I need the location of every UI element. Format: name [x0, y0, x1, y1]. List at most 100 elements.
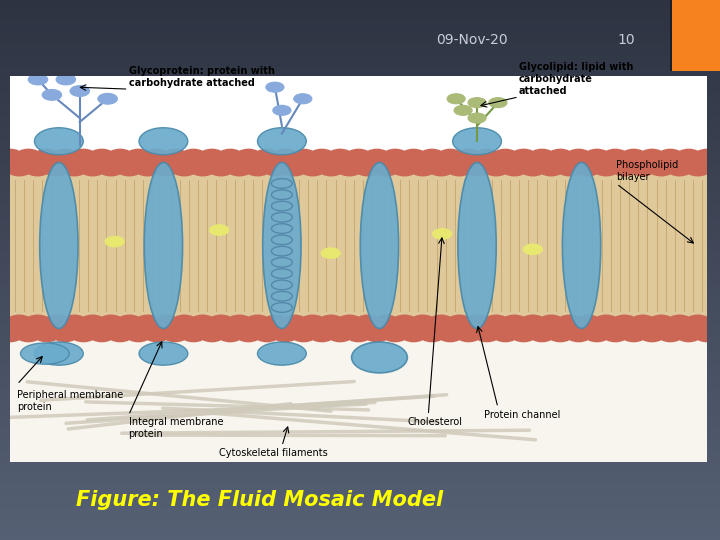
Circle shape [374, 162, 399, 176]
Circle shape [474, 150, 500, 163]
Circle shape [16, 150, 41, 163]
Circle shape [22, 153, 40, 163]
Circle shape [153, 315, 179, 329]
Circle shape [355, 162, 380, 176]
Text: 09-Nov-20: 09-Nov-20 [436, 33, 508, 48]
Circle shape [392, 162, 417, 176]
Circle shape [585, 150, 610, 163]
Circle shape [337, 162, 362, 176]
Circle shape [163, 150, 188, 163]
Circle shape [438, 150, 463, 163]
Circle shape [16, 328, 41, 342]
Ellipse shape [351, 342, 408, 373]
Circle shape [410, 162, 436, 176]
Circle shape [114, 153, 131, 163]
Circle shape [695, 150, 719, 163]
Circle shape [245, 162, 270, 176]
Circle shape [511, 328, 536, 342]
Circle shape [548, 328, 573, 342]
Circle shape [264, 162, 289, 176]
Circle shape [585, 328, 610, 342]
Ellipse shape [139, 128, 188, 155]
Circle shape [227, 315, 252, 329]
Circle shape [153, 162, 179, 176]
Circle shape [529, 328, 554, 342]
Circle shape [227, 162, 252, 176]
Circle shape [223, 153, 241, 163]
Circle shape [374, 315, 399, 329]
Circle shape [0, 328, 22, 342]
Circle shape [35, 150, 59, 163]
Circle shape [523, 244, 543, 255]
Circle shape [685, 315, 711, 329]
Circle shape [126, 150, 151, 163]
Circle shape [168, 153, 186, 163]
Circle shape [199, 150, 225, 163]
Circle shape [630, 162, 655, 176]
Ellipse shape [458, 163, 496, 328]
Circle shape [236, 328, 261, 342]
Circle shape [502, 162, 527, 176]
Circle shape [58, 153, 76, 163]
Circle shape [245, 315, 270, 329]
Circle shape [593, 315, 618, 329]
Circle shape [56, 74, 76, 85]
Circle shape [566, 328, 591, 342]
Text: Peripheral membrane
protein: Peripheral membrane protein [17, 390, 123, 412]
Circle shape [346, 328, 371, 342]
Circle shape [40, 153, 58, 163]
Ellipse shape [35, 342, 84, 365]
Circle shape [701, 153, 718, 163]
Circle shape [6, 315, 32, 329]
Circle shape [328, 150, 353, 163]
Circle shape [703, 315, 720, 329]
Circle shape [444, 153, 461, 163]
Circle shape [35, 328, 59, 342]
Circle shape [163, 328, 188, 342]
Circle shape [62, 315, 87, 329]
Circle shape [535, 153, 553, 163]
Circle shape [364, 150, 390, 163]
Text: Phospholipid
bilayer: Phospholipid bilayer [616, 160, 679, 182]
Circle shape [658, 150, 683, 163]
Circle shape [105, 236, 125, 247]
Circle shape [590, 153, 608, 163]
Circle shape [492, 150, 518, 163]
Circle shape [438, 328, 463, 342]
Circle shape [676, 150, 701, 163]
Circle shape [294, 94, 312, 104]
Circle shape [273, 105, 291, 116]
Circle shape [62, 162, 87, 176]
Circle shape [428, 315, 454, 329]
Circle shape [703, 162, 720, 176]
Circle shape [297, 153, 315, 163]
Circle shape [685, 162, 711, 176]
Circle shape [315, 153, 333, 163]
Circle shape [107, 328, 132, 342]
Circle shape [71, 328, 96, 342]
Circle shape [529, 150, 554, 163]
Circle shape [572, 153, 590, 163]
Circle shape [468, 113, 486, 123]
Circle shape [209, 162, 233, 176]
Circle shape [25, 162, 50, 176]
Circle shape [291, 150, 316, 163]
Circle shape [639, 150, 665, 163]
Circle shape [593, 162, 618, 176]
Circle shape [181, 328, 206, 342]
Circle shape [612, 162, 637, 176]
Circle shape [664, 153, 681, 163]
Text: Figure: The Fluid Mosaic Model: Figure: The Fluid Mosaic Model [76, 489, 443, 510]
Circle shape [254, 328, 279, 342]
Circle shape [480, 153, 498, 163]
Circle shape [132, 153, 149, 163]
Circle shape [355, 315, 380, 329]
Circle shape [89, 328, 114, 342]
Text: Cholesterol: Cholesterol [408, 417, 462, 427]
Circle shape [649, 315, 674, 329]
Text: Protein channel: Protein channel [484, 409, 560, 420]
Circle shape [407, 153, 425, 163]
Circle shape [521, 315, 545, 329]
Circle shape [465, 315, 490, 329]
Circle shape [676, 328, 701, 342]
